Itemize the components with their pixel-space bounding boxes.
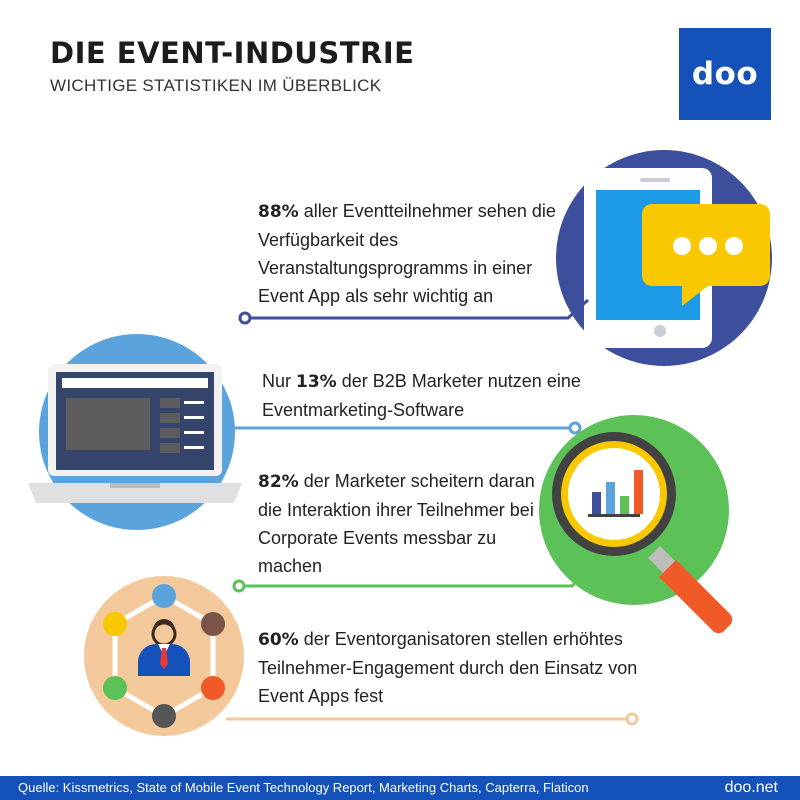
page-subtitle: WICHTIGE STATISTIKEN IM ÜBERBLICK [50,76,382,95]
stat-13-percent: Nur 13% der B2B Marketer nutzen eine Eve… [262,367,582,424]
laptop-icon [28,334,242,530]
stat-value: 88% [258,202,299,222]
stat-prefix: Nur [262,371,297,391]
stat-text: der Marketer scheitern daran die Interak… [258,471,535,576]
network-person-icon [84,576,244,736]
stat-text: aller Eventteilnehmer sehen die Verfügba… [258,201,556,306]
page-title: DIE EVENT-INDUSTRIE [50,36,415,70]
footer-bar: Quelle: Kissmetrics, State of Mobile Eve… [0,776,800,800]
stat-value: 82% [258,472,299,492]
stat-value: 60% [258,630,299,650]
connector-line-3 [232,564,592,593]
connector-line-2 [232,421,582,435]
connector-line-1 [238,298,590,325]
stat-text: der B2B Marketer nutzen eine Eventmarket… [262,371,581,420]
stat-60-percent: 60% der Eventorganisatoren stellen erhöh… [258,625,638,710]
smartphone-chat-icon [556,150,772,366]
footer-site-link[interactable]: doo.net [724,779,778,796]
stat-text: der Eventorganisatoren stellen erhöhtes … [258,629,638,706]
doo-logo: doo [679,28,771,120]
stat-82-percent: 82% der Marketer scheitern daran die Int… [258,467,558,580]
connector-line-4 [226,712,639,726]
stat-88-percent: 88% aller Eventteilnehmer sehen die Verf… [258,197,578,310]
magnifier-chart-icon [539,415,733,634]
stat-value: 13% [296,372,337,392]
source-note: Quelle: Kissmetrics, State of Mobile Eve… [18,780,589,795]
